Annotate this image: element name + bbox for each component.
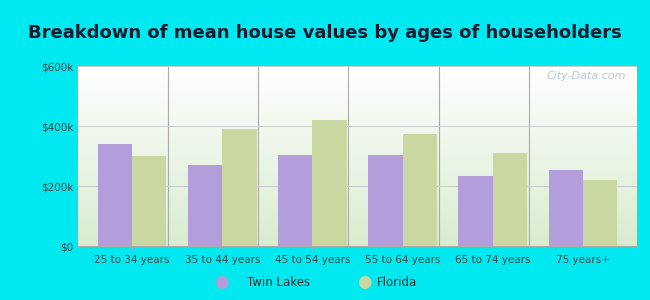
Bar [313, 120, 346, 246]
Bar [583, 180, 617, 246]
Text: Florida: Florida [377, 275, 417, 289]
Bar [402, 134, 437, 246]
Bar [493, 153, 527, 246]
Text: Twin Lakes: Twin Lakes [247, 275, 310, 289]
Bar [278, 154, 313, 246]
Bar [222, 129, 257, 246]
Bar [98, 144, 132, 246]
Text: Breakdown of mean house values by ages of householders: Breakdown of mean house values by ages o… [28, 24, 622, 42]
Bar [132, 156, 166, 246]
Bar [188, 165, 222, 246]
Bar [549, 169, 583, 246]
Text: ●: ● [357, 273, 371, 291]
Bar [458, 176, 493, 246]
Text: City-Data.com: City-Data.com [546, 71, 626, 81]
Text: ●: ● [214, 273, 228, 291]
Bar [369, 154, 402, 246]
